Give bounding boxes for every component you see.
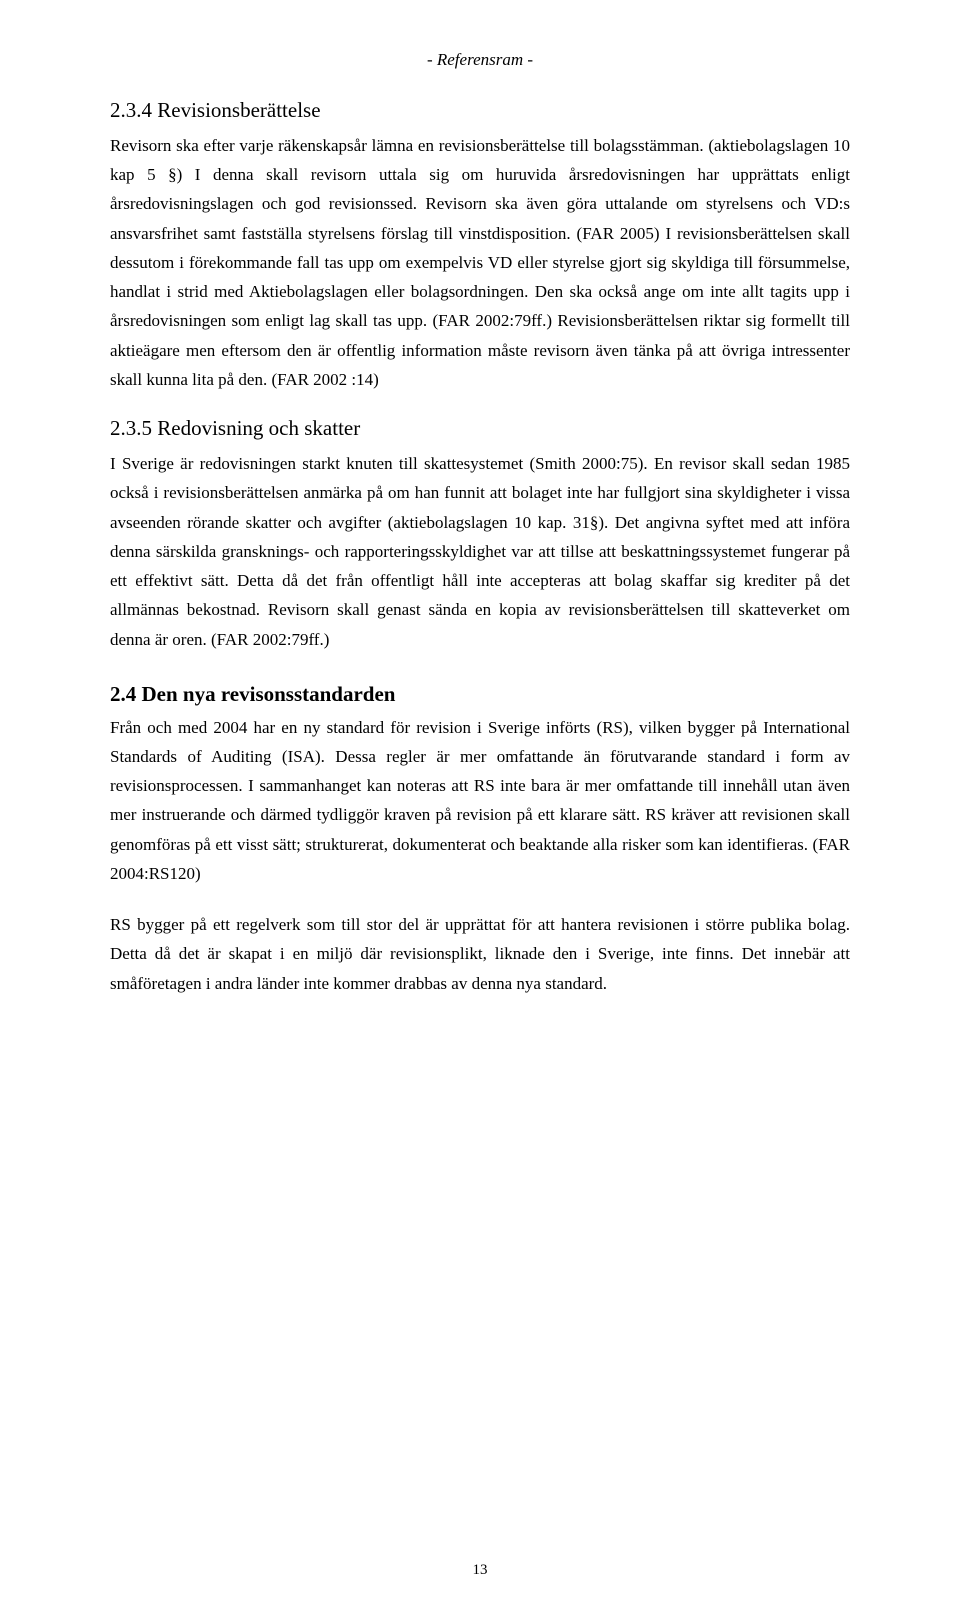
section-235-paragraph-1: I Sverige är redovisningen starkt knuten…	[110, 449, 850, 654]
section-24-title: 2.4 Den nya revisonsstandarden	[110, 682, 850, 707]
section-234-paragraph-1: Revisorn ska efter varje räkenskapsår lä…	[110, 131, 850, 394]
section-24-paragraph-1: Från och med 2004 har en ny standard för…	[110, 713, 850, 888]
page-number: 13	[0, 1562, 960, 1579]
document-page: - Referensram - 2.3.4 Revisionsberättels…	[0, 0, 960, 1609]
page-header: - Referensram -	[110, 50, 850, 70]
section-235-title: 2.3.5 Redovisning och skatter	[110, 416, 850, 441]
section-234-title: 2.3.4 Revisionsberättelse	[110, 98, 850, 123]
section-24-paragraph-2: RS bygger på ett regelverk som till stor…	[110, 910, 850, 998]
